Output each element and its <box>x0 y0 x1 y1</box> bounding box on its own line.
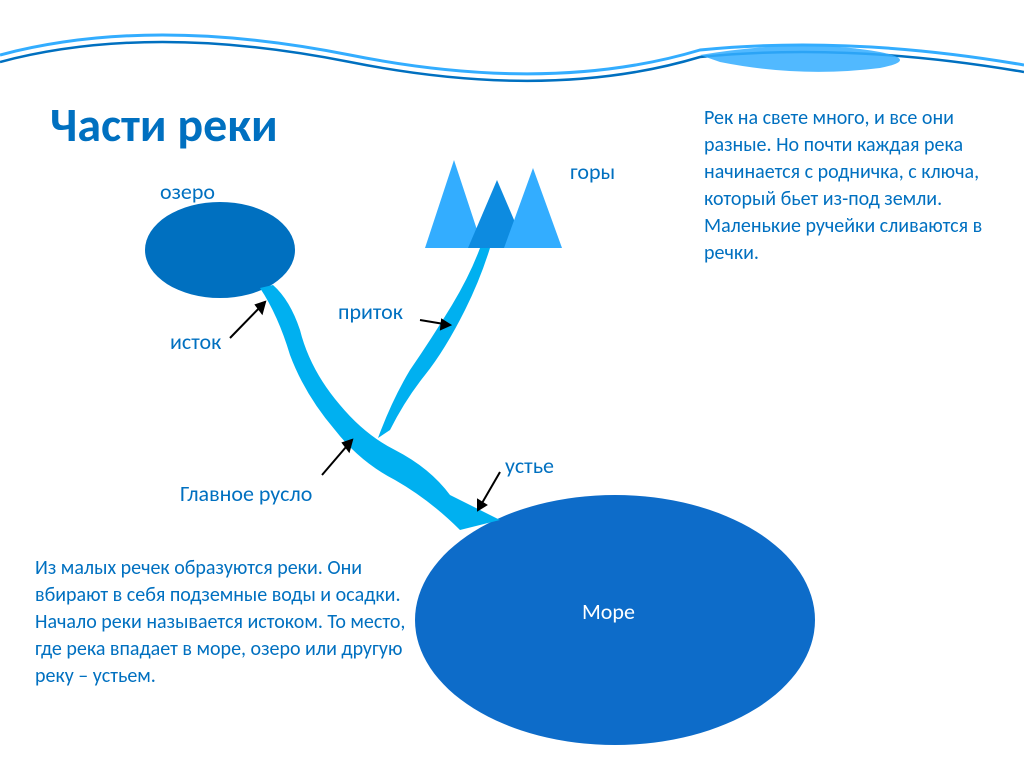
bottom-paragraph: Из малых речек образуются реки. Они вбир… <box>35 555 425 690</box>
label-lake: озеро <box>160 178 215 205</box>
tributary <box>378 248 490 438</box>
label-mountains: горы <box>570 158 615 185</box>
label-sea: Mope <box>582 598 635 625</box>
label-mouth: устье <box>505 452 554 479</box>
lake-shape <box>145 202 295 298</box>
arrows <box>230 302 500 510</box>
mountains-group <box>425 160 562 248</box>
label-tributary: приток <box>338 298 403 325</box>
label-source: исток <box>170 328 221 355</box>
label-main-channel: Главное русло <box>180 480 312 507</box>
